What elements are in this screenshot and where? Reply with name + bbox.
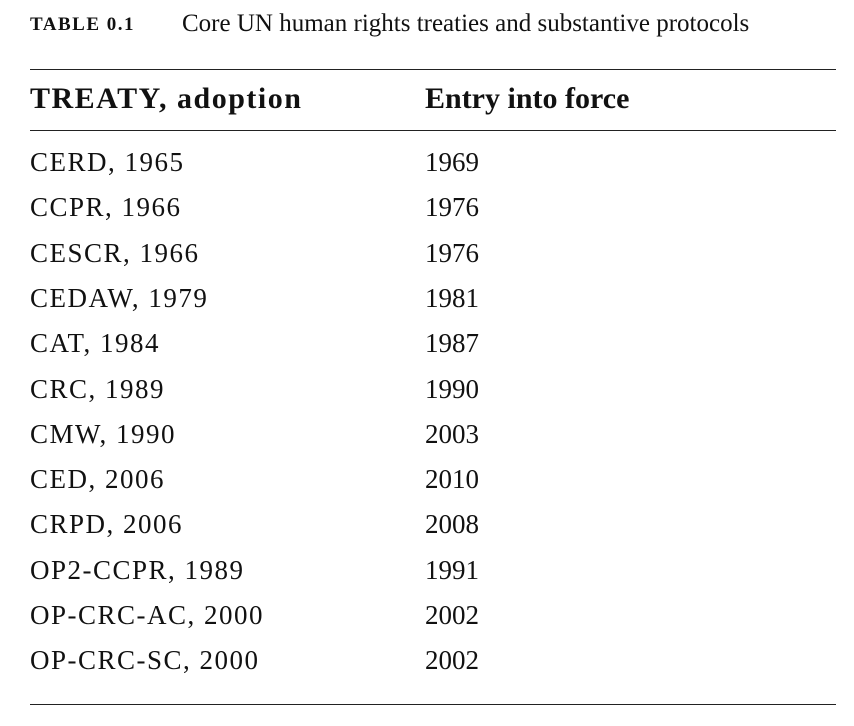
header-cell: Entry into force (425, 82, 630, 115)
treaty-cell: CED, 2006 (30, 464, 165, 495)
entry-cell: 1991 (425, 554, 479, 585)
entry-cell: 1969 (425, 147, 479, 177)
bottom-rule (30, 704, 836, 705)
treaty-cell: CMW, 1990 (30, 418, 177, 449)
top-rule (30, 69, 836, 70)
entry-cell: 1990 (425, 373, 479, 404)
entry-cell: 2008 (425, 509, 479, 540)
entry-cell: 1987 (425, 328, 479, 359)
header-rule (30, 130, 836, 131)
treaty-cell: CRC, 1989 (30, 373, 166, 404)
treaty-cell: CRPD, 2006 (30, 509, 184, 540)
entry-cell: 2002 (425, 600, 479, 630)
entry-cell: 1976 (425, 237, 479, 268)
treaty-cell: CEDAW, 1979 (30, 282, 209, 313)
entry-cell: 1976 (425, 192, 479, 223)
treaty-cell: OP2-CCPR, 1989 (30, 554, 245, 585)
table-label: TABLE 0.1 (30, 14, 136, 35)
entry-cell: 2002 (425, 645, 479, 676)
entry-cell: 2003 (425, 418, 479, 449)
entry-cell: 2010 (425, 464, 479, 495)
treaty-cell: CERD, 1965 (30, 147, 185, 177)
treaty-cell: CESCR, 1966 (30, 237, 200, 268)
treaty-cell: OP-CRC-SC, 2000 (30, 645, 260, 676)
treaty-cell: CAT, 1984 (30, 328, 161, 359)
treaty-cell: CCPR, 1966 (30, 192, 182, 223)
entry-cell: 1981 (425, 282, 479, 313)
header-cell: TREATY, adoption (30, 82, 303, 115)
treaty-cell: OP-CRC-AC, 2000 (30, 600, 265, 630)
table-title: Core UN human rights treaties and substa… (182, 10, 750, 37)
